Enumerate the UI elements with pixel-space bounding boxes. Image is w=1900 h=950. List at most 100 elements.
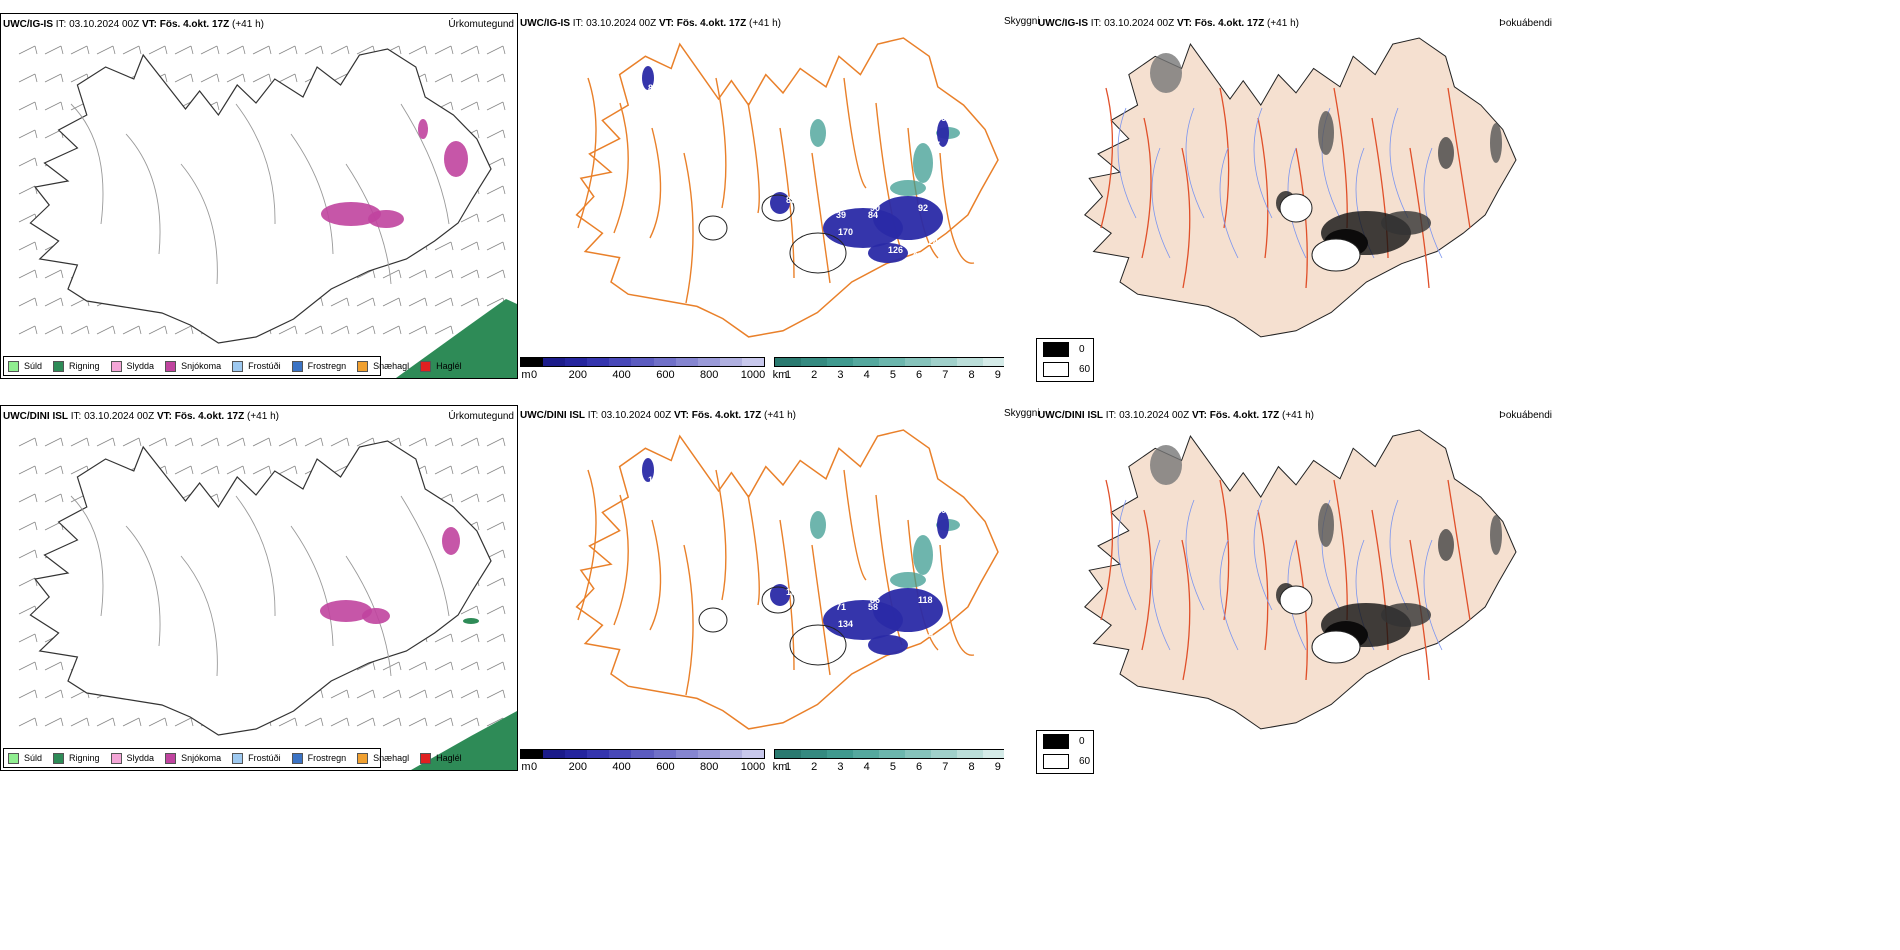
wind-barb xyxy=(18,269,38,279)
legend-item: Haglél xyxy=(420,360,462,372)
ceiling-value-label: 86 xyxy=(870,595,880,605)
wind-barb xyxy=(304,325,324,335)
wind-barb xyxy=(18,661,38,671)
colorbar-bin xyxy=(983,750,1009,758)
colorbar-bin xyxy=(719,358,742,366)
low-ceiling-area xyxy=(937,119,949,147)
wind-barb xyxy=(460,73,480,83)
river-line xyxy=(1151,539,1171,651)
visibility-label: Skyggni xyxy=(1004,408,1040,419)
wind-barb xyxy=(486,437,506,447)
wind-barb xyxy=(18,297,38,307)
wind-barb xyxy=(44,73,64,83)
wind-barb xyxy=(408,717,428,727)
wind-barb xyxy=(18,577,38,587)
precip-type-label: Úrkomutegund xyxy=(448,19,514,30)
terrain-line xyxy=(180,555,218,677)
low-ceiling-area xyxy=(642,66,654,90)
legend-swatch xyxy=(53,360,65,372)
colorbar-bin xyxy=(741,750,765,758)
terrain-line xyxy=(125,133,161,255)
colorbar-tick-label: 1 xyxy=(784,369,792,381)
ceiling-value-label: 10 xyxy=(648,475,658,485)
legend-swatch xyxy=(53,752,65,764)
legend-swatch xyxy=(291,752,303,764)
wind-barb xyxy=(460,493,480,503)
wind-barb xyxy=(486,269,506,279)
legend-swatch xyxy=(357,360,369,372)
colorbar-tick-label: 4 xyxy=(863,761,870,773)
road-line xyxy=(577,469,597,621)
ceiling-value-label: 58 xyxy=(868,602,878,612)
wind-barb xyxy=(96,325,116,335)
wind-barb xyxy=(252,45,272,55)
road-line xyxy=(747,102,760,214)
wind-barb xyxy=(70,45,90,55)
wind-barb xyxy=(486,157,506,167)
legend-swatch xyxy=(165,752,177,764)
terrain-line xyxy=(235,495,276,617)
ceiling-value-label: 8 xyxy=(966,145,971,155)
legend-swatch xyxy=(110,360,122,372)
terrain-line xyxy=(400,103,450,225)
road-line xyxy=(1100,479,1114,621)
rain-area xyxy=(396,299,517,378)
colorbar-bin xyxy=(853,358,879,366)
ceiling-value-label: 10 xyxy=(936,505,946,515)
colorbar-bin xyxy=(543,750,566,758)
colorbar-bin xyxy=(905,358,931,366)
lead-time: (+41 h) xyxy=(247,411,279,422)
colorbar-tick-label: 5 xyxy=(889,761,896,773)
legend-item: Frostregn xyxy=(291,752,346,764)
legend-item: Slydda xyxy=(110,752,154,764)
wind-barb xyxy=(382,297,402,307)
low-ceiling-area xyxy=(873,588,943,632)
road-line xyxy=(683,544,694,696)
wind-barb xyxy=(330,437,350,447)
river-line xyxy=(1185,107,1205,219)
colorbar-tick-label: 9 xyxy=(994,369,1001,381)
fog-index-label: Þokuábendi xyxy=(1499,18,1552,29)
wind-barb xyxy=(278,45,298,55)
ceiling-value-label: 126 xyxy=(888,245,903,255)
colorbar-tick-label: 6 xyxy=(916,369,923,381)
wind-barb xyxy=(408,689,428,699)
low-ceiling-area xyxy=(642,458,654,482)
wind-barb xyxy=(96,717,116,727)
fog-panel-bottom: Skyggni UWC/DINI ISL IT: 03.10.2024 00Z … xyxy=(1004,405,1552,774)
river-line xyxy=(1253,107,1273,219)
ceiling-value-label: 18 xyxy=(923,629,933,639)
fog-legend-label: 60 xyxy=(1079,363,1091,375)
wind-barb xyxy=(174,717,194,727)
snow-area xyxy=(418,119,428,139)
glacier-outline xyxy=(698,215,728,241)
colorbar-bin xyxy=(957,358,983,366)
wind-barb xyxy=(382,661,402,671)
wind-barb xyxy=(44,437,64,447)
valid-time: VT: Fös. 4.okt. 17Z xyxy=(1176,18,1265,29)
river-line xyxy=(1389,499,1409,611)
colorbar-bin xyxy=(931,750,957,758)
legend-item: Frostúði xyxy=(232,360,281,372)
colorbar-strip xyxy=(774,357,1036,367)
wind-barb xyxy=(18,185,38,195)
fog-map-bottom xyxy=(1084,429,1517,730)
wind-barb xyxy=(356,269,376,279)
wind-barb xyxy=(304,717,324,727)
legend-item: Snjókoma xyxy=(165,752,221,764)
low-visibility-area xyxy=(890,572,926,588)
legend-label: Slydda xyxy=(126,361,155,371)
ceiling-value-label: 84 xyxy=(868,210,878,220)
wind-barb xyxy=(330,297,350,307)
wind-barb xyxy=(330,45,350,55)
glacier-outline xyxy=(1279,193,1313,223)
init-time: IT: 03.10.2024 00Z xyxy=(70,411,155,422)
wind-barb xyxy=(174,73,194,83)
wind-barb xyxy=(434,661,454,671)
wind-barb xyxy=(18,157,38,167)
legend-swatch xyxy=(357,752,369,764)
legend-label: Snjókoma xyxy=(181,361,222,371)
lead-time: (+41 h) xyxy=(1267,18,1299,29)
colorbar-bin xyxy=(587,358,610,366)
